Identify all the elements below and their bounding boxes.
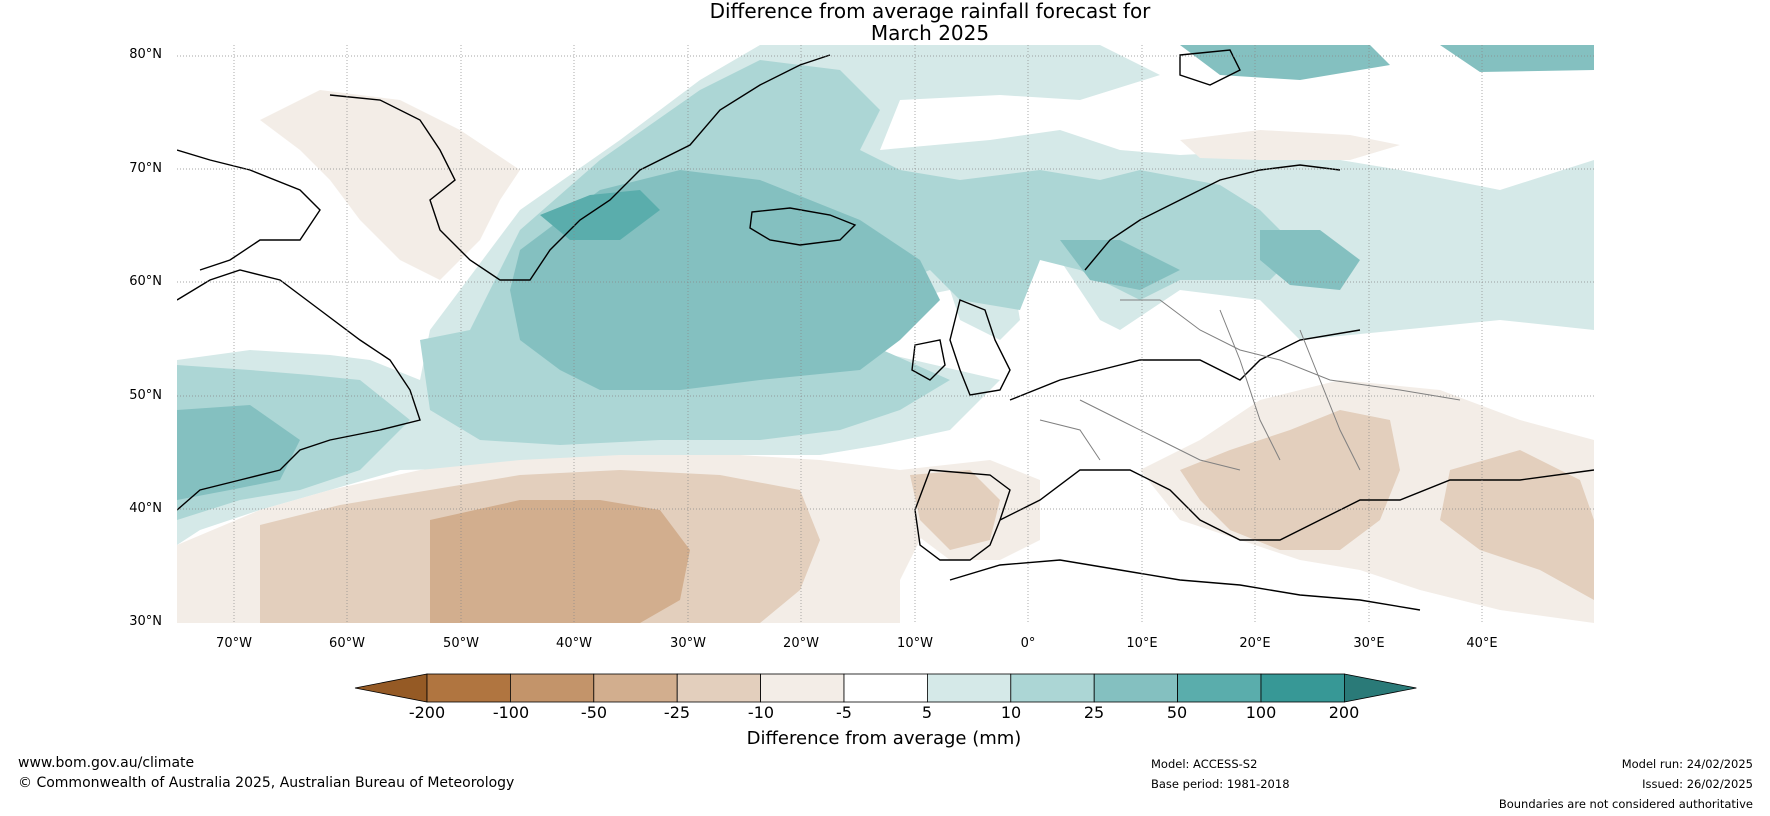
britain-coast [949,299,1011,396]
greenland-coast [329,54,831,281]
dry-anomaly-10-25-turkey [1440,450,1594,600]
lat-label-80n: 80°N [129,47,162,62]
website-link[interactable]: www.bom.gov.au/climate [18,755,195,771]
dry-anomaly-5-10-arctic [1180,130,1400,160]
svalbard-coast [1179,49,1241,86]
dry-anomaly-25-50-atlantic [430,500,690,623]
europe-coast [1009,329,1361,401]
colorbar-bin [426,673,511,703]
colorbar-label: Difference from average (mm) [746,728,1022,749]
base-period: Base period: 1981-2018 [1151,777,1290,791]
mediterranean-coast [999,469,1594,541]
colorbar-bin [1093,673,1178,703]
colorbar-bin [676,673,762,703]
wet-anomaly-25-50-newfoundland [177,405,300,500]
chart-title-line-2: March 2025 [870,21,990,45]
disclaimer-text: Boundaries are not considered authoritat… [1498,797,1753,811]
colorbar-bin [1010,673,1095,703]
colorbar-extend-low [354,673,428,703]
colorbar-tick: -10 [747,703,775,722]
wet-anomaly-25-50-scand [1060,240,1180,290]
lat-label-60n: 60°N [129,274,162,289]
lon-label-30e: 30°E [1353,636,1385,651]
colorbar-bin [760,673,845,703]
colorbar-bin [1177,673,1262,703]
model-run-date: Model run: 24/02/2025 [1621,757,1753,771]
lon-label-40w: 40°W [556,636,592,651]
labrador-coast [177,269,421,511]
colorbar-tick: 100 [1245,703,1277,722]
colorbar-tick: 50 [1166,703,1188,722]
colorbar-bin [509,673,595,703]
lon-label-10e: 10°E [1126,636,1158,651]
lon-label-20w: 20°W [783,636,819,651]
wet-anomaly-regions [177,45,1594,545]
coastlines [177,49,1594,611]
colorbar-extend-high [1344,673,1417,703]
lon-label-0: 0° [1020,636,1036,651]
norway-coast [1084,164,1341,271]
colorbar-tick: -200 [408,703,446,722]
lon-label-30w: 30°W [670,636,706,651]
dry-anomaly-10-25-iberia [910,470,1000,550]
ireland-coast [911,339,946,381]
colorbar-tick: 25 [1083,703,1105,722]
lat-label-40n: 40°N [129,501,162,516]
lat-label-30n: 30°N [129,614,162,629]
baffin-coast [177,149,321,271]
colorbar-tick: 200 [1328,703,1360,722]
dry-anomaly-10-25-balkans [1180,410,1400,550]
north-africa-coast [949,559,1421,611]
lat-label-50n: 50°N [129,388,162,403]
lon-label-70w: 70°W [216,636,252,651]
colorbar-tick: -25 [663,703,691,722]
lon-label-60w: 60°W [329,636,365,651]
dry-anomaly-5-10-greenland [260,90,520,280]
lon-label-10w: 10°W [897,636,933,651]
colorbar-bin [927,673,1012,703]
colorbar-tick: -50 [580,703,608,722]
colorbar-tick: -100 [492,703,530,722]
iberia-coast [914,469,1011,561]
colorbar-bin [593,673,678,703]
wet-anomaly-50-100 [540,190,660,240]
chart-title-line-1: Difference from average rainfall forecas… [709,0,1151,23]
lon-label-50w: 50°W [443,636,479,651]
colorbar-bin [1260,673,1345,703]
colorbar-bin [843,673,928,703]
country-borders [1039,299,1461,471]
colorbar-tick: 10 [1000,703,1022,722]
lon-label-40e: 40°E [1466,636,1498,651]
issued-date: Issued: 26/02/2025 [1642,777,1753,791]
dry-anomaly-regions [177,90,1594,623]
colorbar-tick: 5 [921,703,933,722]
model-name: Model: ACCESS-S2 [1151,757,1258,771]
graticule [177,45,1594,623]
iceland-coast [749,207,857,246]
colorbar-tick: -5 [836,703,852,722]
lon-label-20e: 20°E [1239,636,1271,651]
wet-anomaly-25-50-east [1440,45,1594,72]
lat-label-70n: 70°N [129,161,162,176]
copyright-text: © Commonwealth of Australia 2025, Austra… [18,775,515,791]
wet-anomaly-25-50-finland [1260,230,1360,290]
